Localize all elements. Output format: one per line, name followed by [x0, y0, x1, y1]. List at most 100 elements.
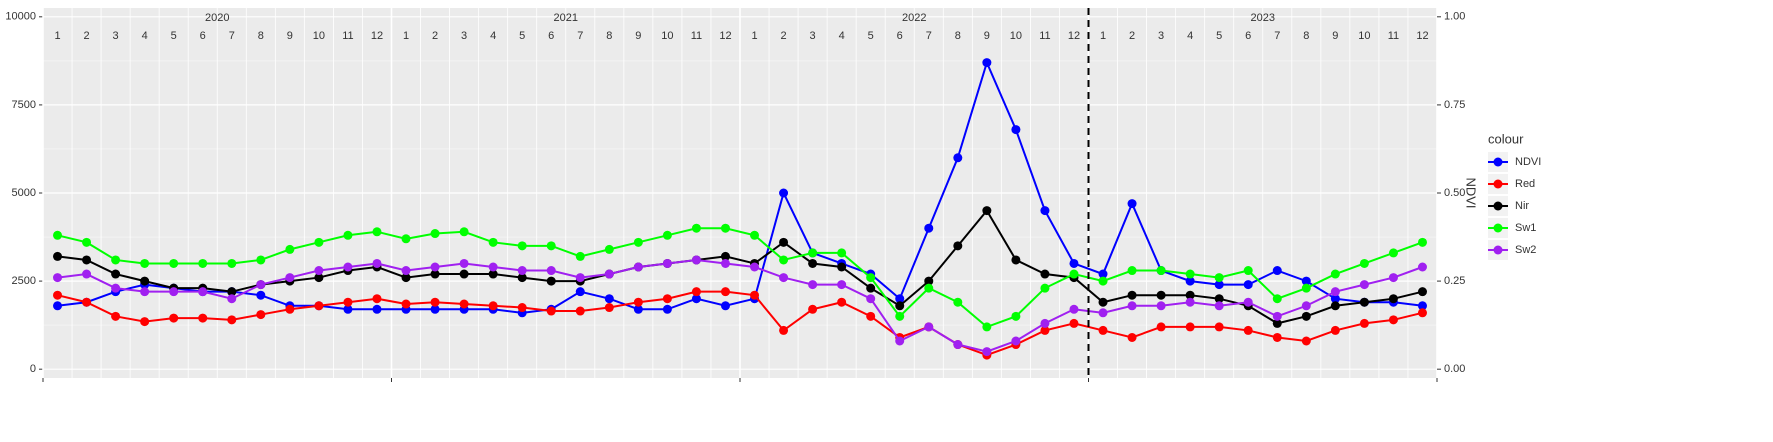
- data-point: [982, 347, 992, 357]
- data-point: [198, 258, 208, 268]
- month-label: 6: [897, 30, 903, 42]
- data-point: [517, 266, 527, 276]
- data-point: [1417, 262, 1427, 272]
- data-point: [459, 269, 469, 279]
- data-point: [1098, 297, 1108, 307]
- series-line: [57, 208, 1423, 325]
- data-point: [982, 322, 992, 332]
- data-point: [953, 241, 963, 251]
- data-point: [256, 255, 266, 265]
- month-label: 8: [606, 30, 612, 42]
- data-point: [1185, 269, 1195, 279]
- data-point: [256, 290, 266, 300]
- data-point: [1156, 266, 1166, 276]
- data-point: [837, 262, 847, 272]
- data-point: [111, 255, 121, 265]
- data-point: [1417, 287, 1427, 297]
- data-point: [837, 297, 847, 307]
- month-label: 9: [1332, 30, 1338, 42]
- legend-label: Red: [1515, 178, 1535, 190]
- month-label: 12: [371, 30, 383, 42]
- data-point: [779, 255, 789, 265]
- data-point: [691, 294, 701, 304]
- month-label: 1: [751, 30, 757, 42]
- data-point: [604, 303, 614, 313]
- data-point: [1330, 294, 1340, 304]
- data-point: [604, 294, 614, 304]
- data-point: [169, 287, 179, 297]
- year-label: 2022: [902, 12, 926, 24]
- data-point: [604, 269, 614, 279]
- data-point: [1301, 301, 1311, 311]
- data-point: [1214, 294, 1224, 304]
- data-point: [401, 266, 411, 276]
- legend-label: NDVI: [1515, 156, 1541, 168]
- data-point: [314, 266, 324, 276]
- data-point: [1011, 311, 1021, 321]
- data-point: [82, 237, 92, 247]
- y2-tick-label: 0.50: [1444, 187, 1465, 199]
- data-point: [1388, 294, 1398, 304]
- data-point: [1243, 280, 1253, 290]
- data-point: [546, 241, 556, 251]
- month-label: 7: [1274, 30, 1280, 42]
- y2-axis-title: NDVI: [1464, 177, 1479, 208]
- data-point: [779, 188, 789, 198]
- month-label: 7: [926, 30, 932, 42]
- data-point: [691, 223, 701, 233]
- y2-tick-label: 1.00: [1444, 11, 1465, 23]
- month-label: 1: [54, 30, 60, 42]
- data-point: [372, 304, 382, 314]
- data-point: [953, 297, 963, 307]
- data-point: [575, 306, 585, 316]
- data-point: [1040, 283, 1050, 293]
- month-label: 6: [548, 30, 554, 42]
- y-tick-label: 10000: [5, 11, 36, 23]
- month-label: 2: [432, 30, 438, 42]
- y-tick-label: 2500: [12, 275, 36, 287]
- data-point: [459, 227, 469, 237]
- data-point: [633, 262, 643, 272]
- month-label: 8: [955, 30, 961, 42]
- data-point: [1417, 237, 1427, 247]
- data-point: [633, 237, 643, 247]
- data-point: [1330, 301, 1340, 311]
- data-point: [1243, 297, 1253, 307]
- data-point: [720, 258, 730, 268]
- data-point: [1330, 287, 1340, 297]
- data-point: [1156, 290, 1166, 300]
- month-label: 12: [1416, 30, 1428, 42]
- data-point: [227, 258, 237, 268]
- series-line: [57, 258, 1423, 353]
- data-point: [1127, 199, 1137, 209]
- data-point: [1388, 248, 1398, 258]
- data-point: [430, 229, 440, 239]
- y2-tick-label: 0.25: [1444, 275, 1465, 287]
- data-point: [1185, 322, 1195, 332]
- data-point: [459, 258, 469, 268]
- data-point: [1359, 258, 1369, 268]
- data-point: [1272, 266, 1282, 276]
- data-point: [1417, 308, 1427, 318]
- month-label: 8: [1303, 30, 1309, 42]
- data-point: [198, 287, 208, 297]
- data-point: [546, 306, 556, 316]
- data-point: [1359, 297, 1369, 307]
- data-point: [1156, 301, 1166, 311]
- month-label: 4: [142, 30, 148, 42]
- month-label: 9: [984, 30, 990, 42]
- data-point: [314, 301, 324, 311]
- data-point: [1214, 322, 1224, 332]
- data-point: [808, 280, 818, 290]
- data-point: [924, 322, 934, 332]
- month-label: 12: [1068, 30, 1080, 42]
- data-point: [1069, 318, 1079, 328]
- month-label: 3: [810, 30, 816, 42]
- month-label: 9: [635, 30, 641, 42]
- data-point: [924, 283, 934, 293]
- month-label: 12: [719, 30, 731, 42]
- data-point: [575, 251, 585, 261]
- data-point: [1127, 301, 1137, 311]
